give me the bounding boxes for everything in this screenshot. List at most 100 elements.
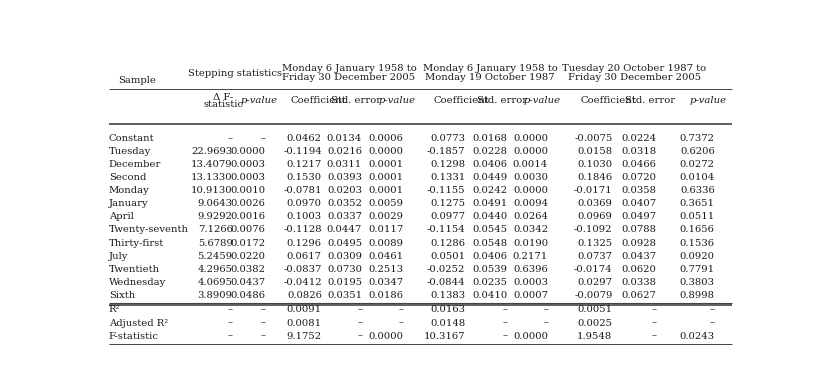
Text: 0.0511: 0.0511 bbox=[679, 212, 714, 221]
Text: 0.0410: 0.0410 bbox=[472, 291, 507, 300]
Text: 0.0920: 0.0920 bbox=[679, 252, 714, 261]
Text: 10.9130: 10.9130 bbox=[191, 186, 233, 195]
Text: Friday 30 December 2005: Friday 30 December 2005 bbox=[567, 73, 700, 82]
Text: 0.0010: 0.0010 bbox=[230, 186, 265, 195]
Text: -0.1155: -0.1155 bbox=[426, 186, 464, 195]
Text: Tuesday 20 October 1987 to: Tuesday 20 October 1987 to bbox=[561, 64, 705, 73]
Text: 0.1325: 0.1325 bbox=[577, 238, 612, 247]
Text: January: January bbox=[109, 199, 148, 208]
Text: 0.0014: 0.0014 bbox=[512, 160, 547, 169]
Text: 0.0969: 0.0969 bbox=[577, 212, 612, 221]
Text: 0.0001: 0.0001 bbox=[368, 173, 403, 182]
Text: 0.1530: 0.1530 bbox=[287, 173, 321, 182]
Text: 0.0437: 0.0437 bbox=[230, 278, 265, 287]
Text: –: – bbox=[542, 305, 547, 314]
Text: 0.0003: 0.0003 bbox=[513, 278, 547, 287]
Text: 0.1383: 0.1383 bbox=[429, 291, 464, 300]
Text: –: – bbox=[709, 305, 714, 314]
Text: 5.2459: 5.2459 bbox=[197, 252, 233, 261]
Text: 0.0449: 0.0449 bbox=[472, 173, 507, 182]
Text: 0.0297: 0.0297 bbox=[577, 278, 612, 287]
Text: 0.0773: 0.0773 bbox=[430, 134, 464, 143]
Text: –: – bbox=[542, 319, 547, 328]
Text: 0.0462: 0.0462 bbox=[287, 134, 321, 143]
Text: 0.7791: 0.7791 bbox=[679, 265, 714, 274]
Text: 0.0440: 0.0440 bbox=[472, 212, 507, 221]
Text: -0.1092: -0.1092 bbox=[573, 225, 612, 234]
Text: R²: R² bbox=[109, 305, 120, 314]
Text: Twenty-seventh: Twenty-seventh bbox=[109, 225, 188, 234]
Text: –: – bbox=[502, 305, 507, 314]
Text: 13.4079: 13.4079 bbox=[191, 160, 233, 169]
Text: 0.0190: 0.0190 bbox=[513, 238, 547, 247]
Text: 0.0720: 0.0720 bbox=[621, 173, 656, 182]
Text: April: April bbox=[109, 212, 133, 221]
Text: p-value: p-value bbox=[523, 96, 559, 105]
Text: 0.0788: 0.0788 bbox=[621, 225, 656, 234]
Text: 0.0337: 0.0337 bbox=[327, 212, 362, 221]
Text: 0.1296: 0.1296 bbox=[287, 238, 321, 247]
Text: 0.1275: 0.1275 bbox=[429, 199, 464, 208]
Text: 0.0497: 0.0497 bbox=[621, 212, 656, 221]
Text: 0.0007: 0.0007 bbox=[513, 291, 547, 300]
Text: –: – bbox=[260, 332, 265, 341]
Text: 0.0737: 0.0737 bbox=[577, 252, 612, 261]
Text: 0.0545: 0.0545 bbox=[472, 225, 507, 234]
Text: –: – bbox=[228, 332, 233, 341]
Text: 0.0089: 0.0089 bbox=[368, 238, 403, 247]
Text: 0.0491: 0.0491 bbox=[472, 199, 507, 208]
Text: 0.0000: 0.0000 bbox=[368, 332, 403, 341]
Text: Twentieth: Twentieth bbox=[109, 265, 160, 274]
Text: Coefficient: Coefficient bbox=[580, 96, 636, 105]
Text: 0.0338: 0.0338 bbox=[621, 278, 656, 287]
Text: statistic: statistic bbox=[203, 100, 243, 109]
Text: July: July bbox=[109, 252, 128, 261]
Text: 0.0203: 0.0203 bbox=[327, 186, 362, 195]
Text: 0.0000: 0.0000 bbox=[513, 134, 547, 143]
Text: 0.0539: 0.0539 bbox=[473, 265, 507, 274]
Text: 0.0186: 0.0186 bbox=[368, 291, 403, 300]
Text: –: – bbox=[398, 305, 403, 314]
Text: 0.0163: 0.0163 bbox=[430, 305, 464, 314]
Text: 0.0104: 0.0104 bbox=[679, 173, 714, 182]
Text: –: – bbox=[260, 319, 265, 328]
Text: 0.0003: 0.0003 bbox=[230, 160, 265, 169]
Text: p-value: p-value bbox=[378, 96, 415, 105]
Text: 0.0730: 0.0730 bbox=[327, 265, 362, 274]
Text: 0.0228: 0.0228 bbox=[473, 147, 507, 156]
Text: 0.0620: 0.0620 bbox=[621, 265, 656, 274]
Text: –: – bbox=[709, 319, 714, 328]
Text: 0.6396: 0.6396 bbox=[513, 265, 547, 274]
Text: December: December bbox=[109, 160, 161, 169]
Text: 0.1286: 0.1286 bbox=[430, 238, 464, 247]
Text: 0.1846: 0.1846 bbox=[577, 173, 612, 182]
Text: 0.0051: 0.0051 bbox=[577, 305, 612, 314]
Text: 0.0393: 0.0393 bbox=[327, 173, 362, 182]
Text: Stepping statistics: Stepping statistics bbox=[188, 69, 282, 78]
Text: 0.0195: 0.0195 bbox=[327, 278, 362, 287]
Text: Constant: Constant bbox=[109, 134, 154, 143]
Text: Coefficient: Coefficient bbox=[290, 96, 346, 105]
Text: Adjusted R²: Adjusted R² bbox=[109, 319, 168, 328]
Text: Std. error: Std. error bbox=[330, 96, 381, 105]
Text: 0.0461: 0.0461 bbox=[368, 252, 403, 261]
Text: 0.0501: 0.0501 bbox=[429, 252, 464, 261]
Text: –: – bbox=[260, 305, 265, 314]
Text: 0.3803: 0.3803 bbox=[679, 278, 714, 287]
Text: 0.0000: 0.0000 bbox=[513, 147, 547, 156]
Text: 0.0030: 0.0030 bbox=[513, 173, 547, 182]
Text: Monday 6 January 1958 to: Monday 6 January 1958 to bbox=[281, 64, 416, 73]
Text: 0.0311: 0.0311 bbox=[327, 160, 362, 169]
Text: 0.0001: 0.0001 bbox=[368, 186, 403, 195]
Text: –: – bbox=[651, 332, 656, 341]
Text: 0.6336: 0.6336 bbox=[679, 186, 714, 195]
Text: 22.9693: 22.9693 bbox=[191, 147, 233, 156]
Text: 0.1536: 0.1536 bbox=[679, 238, 714, 247]
Text: 0.6206: 0.6206 bbox=[679, 147, 714, 156]
Text: 0.0406: 0.0406 bbox=[473, 160, 507, 169]
Text: 4.0695: 4.0695 bbox=[197, 278, 233, 287]
Text: 0.0264: 0.0264 bbox=[513, 212, 547, 221]
Text: 0.1030: 0.1030 bbox=[577, 160, 612, 169]
Text: 0.0826: 0.0826 bbox=[287, 291, 321, 300]
Text: –: – bbox=[228, 305, 233, 314]
